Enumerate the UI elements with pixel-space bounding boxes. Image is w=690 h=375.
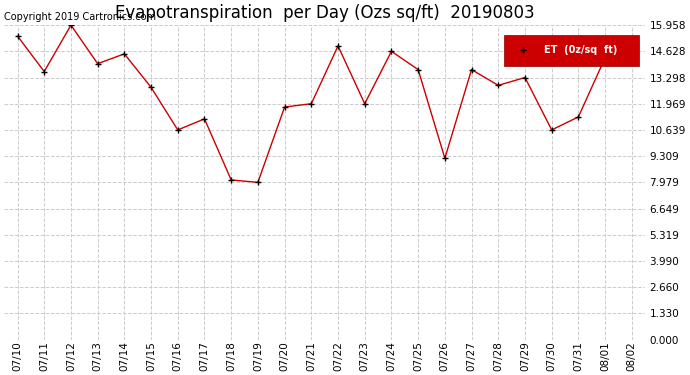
Title: Evapotranspiration  per Day (Ozs sq/ft)  20190803: Evapotranspiration per Day (Ozs sq/ft) 2… [115, 4, 535, 22]
Text: ET  (0z/sq  ft): ET (0z/sq ft) [544, 45, 618, 55]
FancyBboxPatch shape [504, 34, 639, 66]
Text: Copyright 2019 Cartronics.com: Copyright 2019 Cartronics.com [4, 12, 156, 22]
